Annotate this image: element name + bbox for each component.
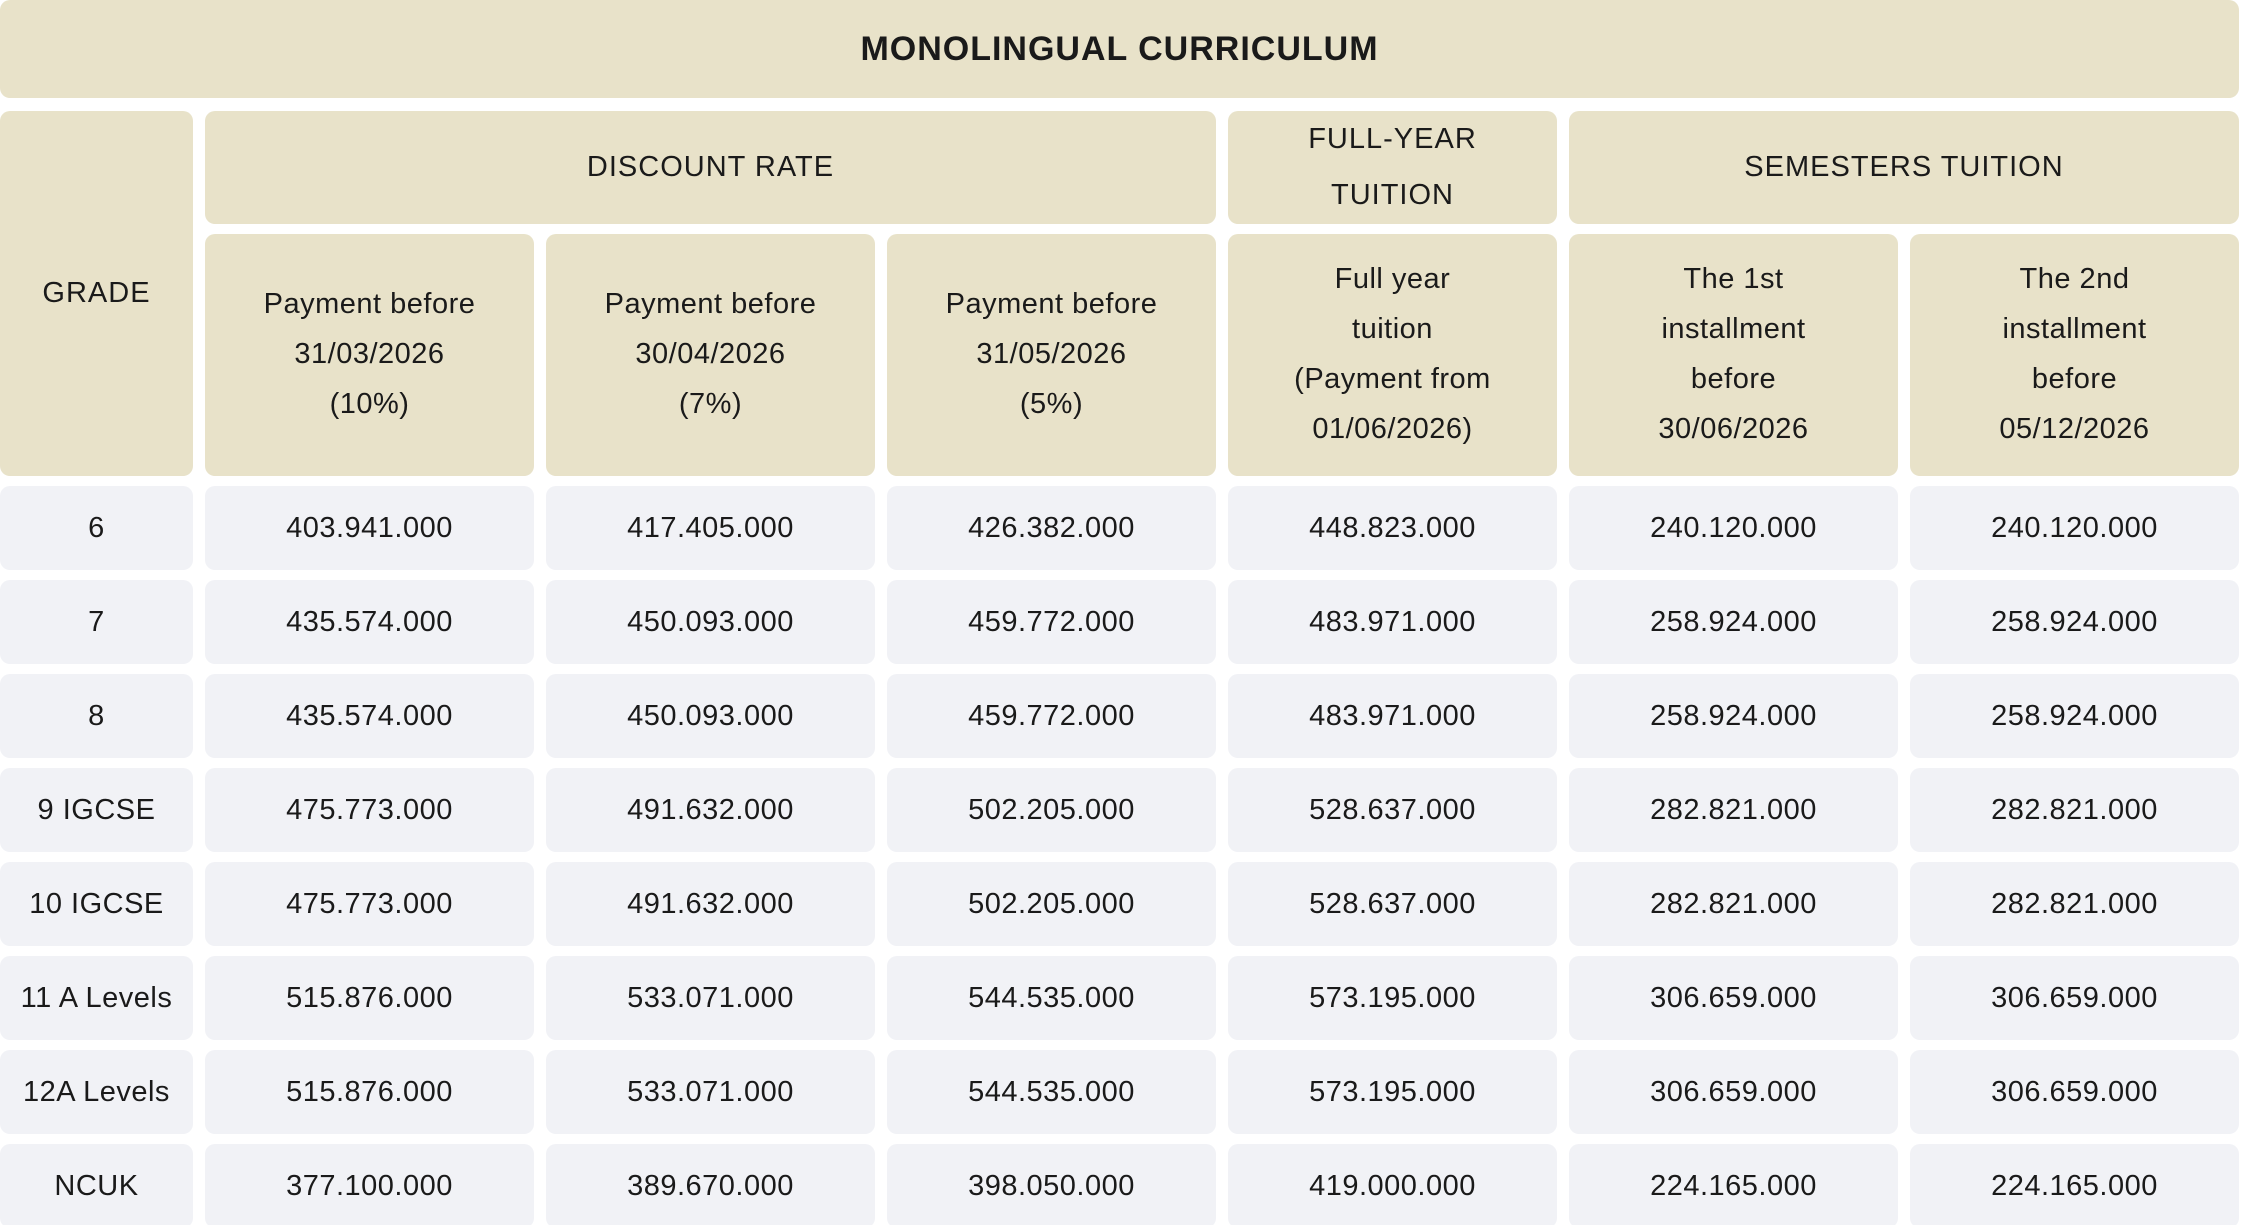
column-header-second-installment: The 2nd installment before 05/12/2026: [1910, 234, 2239, 476]
fee-value: 403.941.000: [205, 486, 534, 570]
full-year-tuition-group-header: FULL-YEAR TUITION: [1228, 111, 1557, 224]
fee-value: 502.205.000: [887, 768, 1216, 852]
fee-value: 417.405.000: [546, 486, 875, 570]
fee-value: 573.195.000: [1228, 956, 1557, 1040]
fee-value: 306.659.000: [1910, 1050, 2239, 1134]
fee-value: 282.821.000: [1910, 768, 2239, 852]
column-header-payment-before-30-04: Payment before 30/04/2026 (7%): [546, 234, 875, 476]
column-header-payment-before-31-05: Payment before 31/05/2026 (5%): [887, 234, 1216, 476]
fee-value: 475.773.000: [205, 768, 534, 852]
fee-value: 389.670.000: [546, 1144, 875, 1225]
fee-value: 306.659.000: [1569, 956, 1898, 1040]
grade-label: 9 IGCSE: [0, 768, 193, 852]
fee-value: 377.100.000: [205, 1144, 534, 1225]
fee-value: 224.165.000: [1569, 1144, 1898, 1225]
fee-value: 258.924.000: [1569, 580, 1898, 664]
fee-value: 258.924.000: [1569, 674, 1898, 758]
fee-value: 306.659.000: [1910, 956, 2239, 1040]
fee-value: 515.876.000: [205, 956, 534, 1040]
grade-label: 10 IGCSE: [0, 862, 193, 946]
fee-value: 240.120.000: [1910, 486, 2239, 570]
grade-label: NCUK: [0, 1144, 193, 1225]
fee-value: 450.093.000: [546, 674, 875, 758]
fee-value: 450.093.000: [546, 580, 875, 664]
fee-value: 515.876.000: [205, 1050, 534, 1134]
grade-column-header: GRADE: [0, 111, 193, 476]
grade-label: 7: [0, 580, 193, 664]
fee-value: 502.205.000: [887, 862, 1216, 946]
discount-rate-group-header: DISCOUNT RATE: [205, 111, 1216, 224]
fee-value: 528.637.000: [1228, 768, 1557, 852]
fee-value: 419.000.000: [1228, 1144, 1557, 1225]
tuition-table: GRADE DISCOUNT RATE FULL-YEAR TUITION SE…: [0, 111, 2239, 1225]
fee-value: 544.535.000: [887, 956, 1216, 1040]
fee-value: 475.773.000: [205, 862, 534, 946]
column-header-first-installment: The 1st installment before 30/06/2026: [1569, 234, 1898, 476]
semesters-tuition-group-header: SEMESTERS TUITION: [1569, 111, 2239, 224]
grade-label: 6: [0, 486, 193, 570]
fee-value: 491.632.000: [546, 768, 875, 852]
fee-value: 426.382.000: [887, 486, 1216, 570]
fee-value: 224.165.000: [1910, 1144, 2239, 1225]
fee-value: 435.574.000: [205, 580, 534, 664]
fee-value: 448.823.000: [1228, 486, 1557, 570]
fee-value: 306.659.000: [1569, 1050, 1898, 1134]
fee-value: 459.772.000: [887, 580, 1216, 664]
fee-value: 533.071.000: [546, 1050, 875, 1134]
fee-value: 491.632.000: [546, 862, 875, 946]
fee-value: 528.637.000: [1228, 862, 1557, 946]
fee-value: 282.821.000: [1569, 862, 1898, 946]
grade-label: 8: [0, 674, 193, 758]
fee-value: 533.071.000: [546, 956, 875, 1040]
fee-value: 483.971.000: [1228, 580, 1557, 664]
column-header-payment-before-31-03: Payment before 31/03/2026 (10%): [205, 234, 534, 476]
grade-label: 12A Levels: [0, 1050, 193, 1134]
fee-value: 282.821.000: [1569, 768, 1898, 852]
grade-label: 11 A Levels: [0, 956, 193, 1040]
fee-value: 258.924.000: [1910, 674, 2239, 758]
fee-value: 483.971.000: [1228, 674, 1557, 758]
column-header-full-year-tuition: Full year tuition (Payment from 01/06/20…: [1228, 234, 1557, 476]
fee-value: 544.535.000: [887, 1050, 1216, 1134]
page-title: MONOLINGUAL CURRICULUM: [0, 0, 2239, 98]
fee-value: 459.772.000: [887, 674, 1216, 758]
fee-value: 282.821.000: [1910, 862, 2239, 946]
fee-value: 435.574.000: [205, 674, 534, 758]
fee-value: 398.050.000: [887, 1144, 1216, 1225]
fee-value: 258.924.000: [1910, 580, 2239, 664]
fee-value: 240.120.000: [1569, 486, 1898, 570]
fee-value: 573.195.000: [1228, 1050, 1557, 1134]
